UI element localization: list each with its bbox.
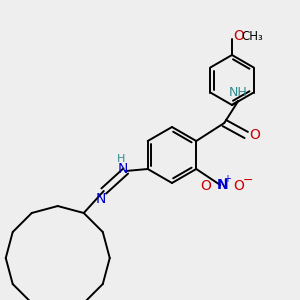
Text: +: + <box>223 174 231 184</box>
Text: H: H <box>117 154 125 164</box>
Text: O: O <box>249 128 260 142</box>
Text: O: O <box>200 179 211 193</box>
Text: CH₃: CH₃ <box>241 29 263 43</box>
Text: −: − <box>243 173 254 187</box>
Text: O: O <box>234 29 244 43</box>
Text: NH: NH <box>229 86 248 100</box>
Text: N: N <box>96 192 106 206</box>
Text: N: N <box>216 178 228 192</box>
Text: N: N <box>118 162 128 176</box>
Text: O: O <box>233 179 244 193</box>
